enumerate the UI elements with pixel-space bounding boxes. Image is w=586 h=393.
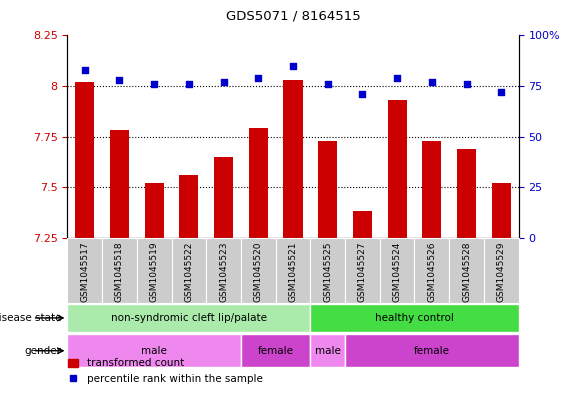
- Bar: [206, 238, 241, 303]
- Text: GSM1045517: GSM1045517: [80, 241, 89, 302]
- Text: GSM1045526: GSM1045526: [427, 241, 437, 302]
- Bar: [67, 304, 311, 332]
- Bar: [214, 157, 233, 238]
- Point: [184, 81, 193, 87]
- Point: [288, 62, 298, 69]
- Text: GSM1045527: GSM1045527: [358, 241, 367, 302]
- Point: [462, 81, 471, 87]
- Point: [357, 91, 367, 97]
- Bar: [241, 334, 311, 367]
- Bar: [318, 141, 338, 238]
- Point: [427, 79, 437, 85]
- Bar: [248, 129, 268, 238]
- Text: GSM1045523: GSM1045523: [219, 241, 228, 302]
- Bar: [172, 238, 206, 303]
- Bar: [449, 238, 484, 303]
- Bar: [414, 238, 449, 303]
- Text: GDS5071 / 8164515: GDS5071 / 8164515: [226, 10, 360, 23]
- Bar: [275, 238, 311, 303]
- Legend: transformed count, percentile rank within the sample: transformed count, percentile rank withi…: [64, 354, 267, 388]
- Text: non-syndromic cleft lip/palate: non-syndromic cleft lip/palate: [111, 313, 267, 323]
- Point: [149, 81, 159, 87]
- Point: [496, 89, 506, 95]
- Text: female: female: [258, 346, 294, 356]
- Bar: [484, 238, 519, 303]
- Point: [323, 81, 332, 87]
- Bar: [75, 82, 94, 238]
- Bar: [311, 238, 345, 303]
- Bar: [380, 238, 414, 303]
- Text: gender: gender: [25, 346, 62, 356]
- Text: GSM1045529: GSM1045529: [497, 241, 506, 302]
- Point: [254, 75, 263, 81]
- Point: [115, 77, 124, 83]
- Text: female: female: [414, 346, 450, 356]
- Bar: [110, 130, 129, 238]
- Bar: [179, 175, 199, 238]
- Text: GSM1045520: GSM1045520: [254, 241, 263, 302]
- Bar: [137, 238, 172, 303]
- Bar: [387, 100, 407, 238]
- Text: GSM1045525: GSM1045525: [323, 241, 332, 302]
- Bar: [284, 80, 302, 238]
- Bar: [457, 149, 476, 238]
- Text: GSM1045524: GSM1045524: [393, 241, 401, 302]
- Bar: [311, 334, 345, 367]
- Point: [80, 67, 90, 73]
- Text: male: male: [141, 346, 167, 356]
- Text: GSM1045521: GSM1045521: [288, 241, 298, 302]
- Bar: [345, 238, 380, 303]
- Bar: [492, 183, 511, 238]
- Text: GSM1045519: GSM1045519: [149, 241, 159, 302]
- Bar: [345, 334, 519, 367]
- Text: GSM1045518: GSM1045518: [115, 241, 124, 302]
- Text: healthy control: healthy control: [375, 313, 454, 323]
- Text: GSM1045522: GSM1045522: [185, 241, 193, 302]
- Bar: [67, 238, 102, 303]
- Text: disease state: disease state: [0, 313, 62, 323]
- Bar: [145, 183, 163, 238]
- Bar: [241, 238, 275, 303]
- Bar: [423, 141, 441, 238]
- Bar: [102, 238, 137, 303]
- Text: male: male: [315, 346, 340, 356]
- Bar: [353, 211, 372, 238]
- Bar: [311, 304, 519, 332]
- Bar: [67, 334, 241, 367]
- Point: [219, 79, 229, 85]
- Text: GSM1045528: GSM1045528: [462, 241, 471, 302]
- Point: [393, 75, 402, 81]
